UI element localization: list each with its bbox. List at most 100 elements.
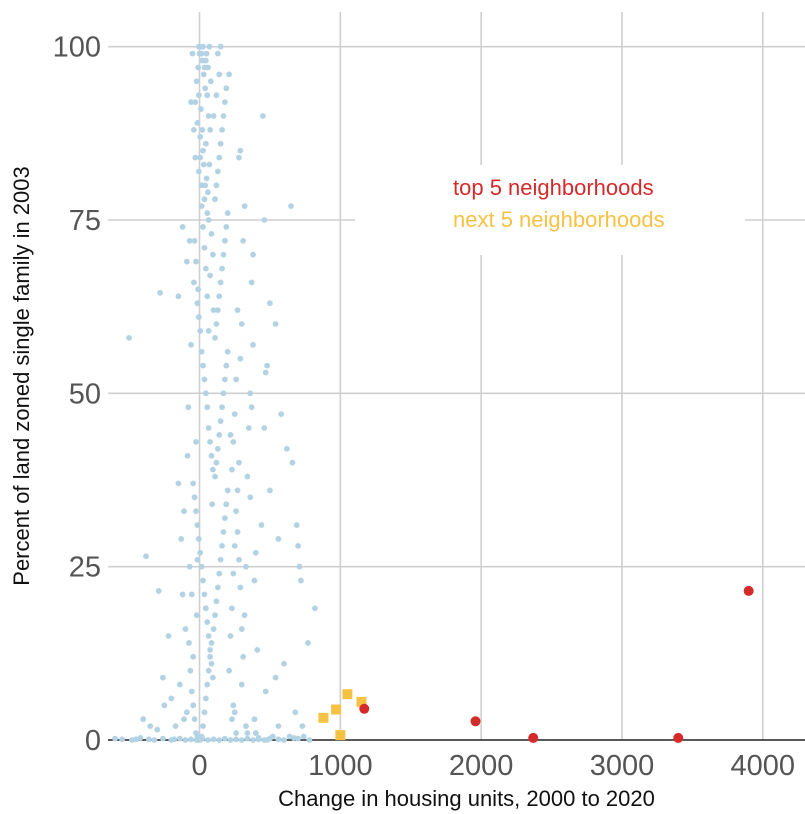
other-point bbox=[240, 237, 247, 244]
other-point bbox=[201, 709, 208, 716]
other-point bbox=[223, 501, 230, 508]
other-point bbox=[216, 570, 223, 577]
other-point bbox=[195, 92, 202, 99]
other-point bbox=[201, 591, 208, 598]
other-point bbox=[217, 418, 224, 424]
other-point bbox=[312, 605, 318, 612]
other-point bbox=[206, 43, 213, 50]
other-point bbox=[205, 189, 211, 196]
other-point bbox=[295, 542, 301, 549]
other-point bbox=[182, 626, 189, 632]
other-point bbox=[205, 328, 212, 334]
other-point bbox=[223, 85, 230, 92]
other-point bbox=[234, 529, 241, 535]
other-point bbox=[202, 140, 209, 147]
other-point bbox=[229, 716, 235, 723]
other-point bbox=[216, 432, 223, 438]
other-point bbox=[181, 716, 187, 723]
other-point bbox=[202, 265, 209, 272]
top-5-point bbox=[528, 732, 539, 743]
other-point bbox=[175, 480, 182, 487]
other-point bbox=[219, 404, 225, 411]
other-point bbox=[210, 251, 216, 258]
other-point bbox=[216, 737, 223, 743]
other-point bbox=[200, 723, 206, 730]
other-point bbox=[207, 438, 213, 445]
other-point bbox=[207, 653, 213, 660]
other-point bbox=[244, 730, 251, 736]
other-point bbox=[233, 508, 240, 515]
other-point bbox=[191, 237, 198, 244]
other-point bbox=[241, 612, 248, 619]
other-point bbox=[243, 563, 249, 570]
other-point bbox=[227, 633, 234, 639]
y-tick-label: 25 bbox=[69, 552, 101, 584]
other-point bbox=[183, 258, 190, 265]
other-point bbox=[247, 390, 254, 397]
other-point bbox=[199, 126, 206, 133]
other-point bbox=[194, 522, 201, 528]
other-point bbox=[214, 50, 221, 57]
other-point bbox=[230, 570, 237, 577]
other-point bbox=[216, 154, 223, 161]
other-point bbox=[244, 473, 251, 480]
other-point bbox=[202, 182, 209, 189]
other-point bbox=[205, 217, 212, 223]
other-point bbox=[200, 43, 206, 50]
other-point bbox=[227, 737, 234, 743]
legend: top 5 neighborhoods next 5 neighborhoods bbox=[355, 165, 745, 255]
x-tick-label: 2000 bbox=[449, 750, 514, 782]
other-point bbox=[300, 733, 307, 740]
other-point bbox=[202, 85, 209, 92]
other-point bbox=[208, 660, 215, 667]
other-point bbox=[187, 667, 194, 674]
other-point bbox=[193, 438, 199, 445]
other-point bbox=[237, 147, 244, 154]
x-tick-labels: 0 1000 2000 3000 4000 bbox=[191, 750, 795, 782]
other-point bbox=[192, 154, 199, 161]
other-point bbox=[305, 640, 311, 646]
other-point bbox=[237, 355, 244, 362]
other-point bbox=[204, 293, 211, 300]
other-point bbox=[250, 251, 256, 258]
other-point bbox=[221, 515, 228, 522]
other-point bbox=[137, 735, 144, 741]
other-point bbox=[209, 501, 216, 508]
next-5-point bbox=[331, 704, 342, 715]
other-point bbox=[220, 113, 227, 119]
other-point bbox=[188, 99, 194, 106]
other-point bbox=[157, 289, 163, 296]
other-point bbox=[145, 736, 152, 743]
other-point bbox=[185, 404, 192, 411]
other-point bbox=[251, 716, 258, 723]
other-point bbox=[197, 133, 204, 140]
other-point bbox=[236, 459, 242, 466]
other-point bbox=[221, 376, 228, 383]
other-point bbox=[194, 120, 201, 126]
other-point bbox=[205, 425, 212, 431]
other-point bbox=[155, 588, 162, 594]
other-point bbox=[214, 445, 221, 452]
other-point bbox=[221, 237, 228, 244]
other-point bbox=[207, 78, 214, 85]
other-point bbox=[217, 43, 224, 50]
other-point bbox=[190, 279, 197, 286]
other-point bbox=[207, 126, 213, 133]
other-point bbox=[220, 390, 227, 397]
other-point bbox=[247, 494, 254, 501]
other-point bbox=[275, 723, 282, 730]
other-point bbox=[193, 508, 199, 515]
other-point bbox=[248, 404, 255, 411]
other-point bbox=[252, 549, 259, 556]
next-5-point bbox=[335, 730, 346, 741]
other-point bbox=[275, 536, 282, 542]
other-point bbox=[238, 321, 245, 327]
other-point bbox=[296, 563, 303, 570]
other-neighborhoods-points bbox=[112, 43, 318, 743]
other-point bbox=[183, 709, 190, 716]
other-point bbox=[210, 626, 217, 632]
legend-background bbox=[355, 165, 745, 255]
top-5-neighborhoods-points bbox=[359, 585, 754, 743]
other-point bbox=[210, 674, 216, 681]
other-point bbox=[200, 161, 207, 168]
